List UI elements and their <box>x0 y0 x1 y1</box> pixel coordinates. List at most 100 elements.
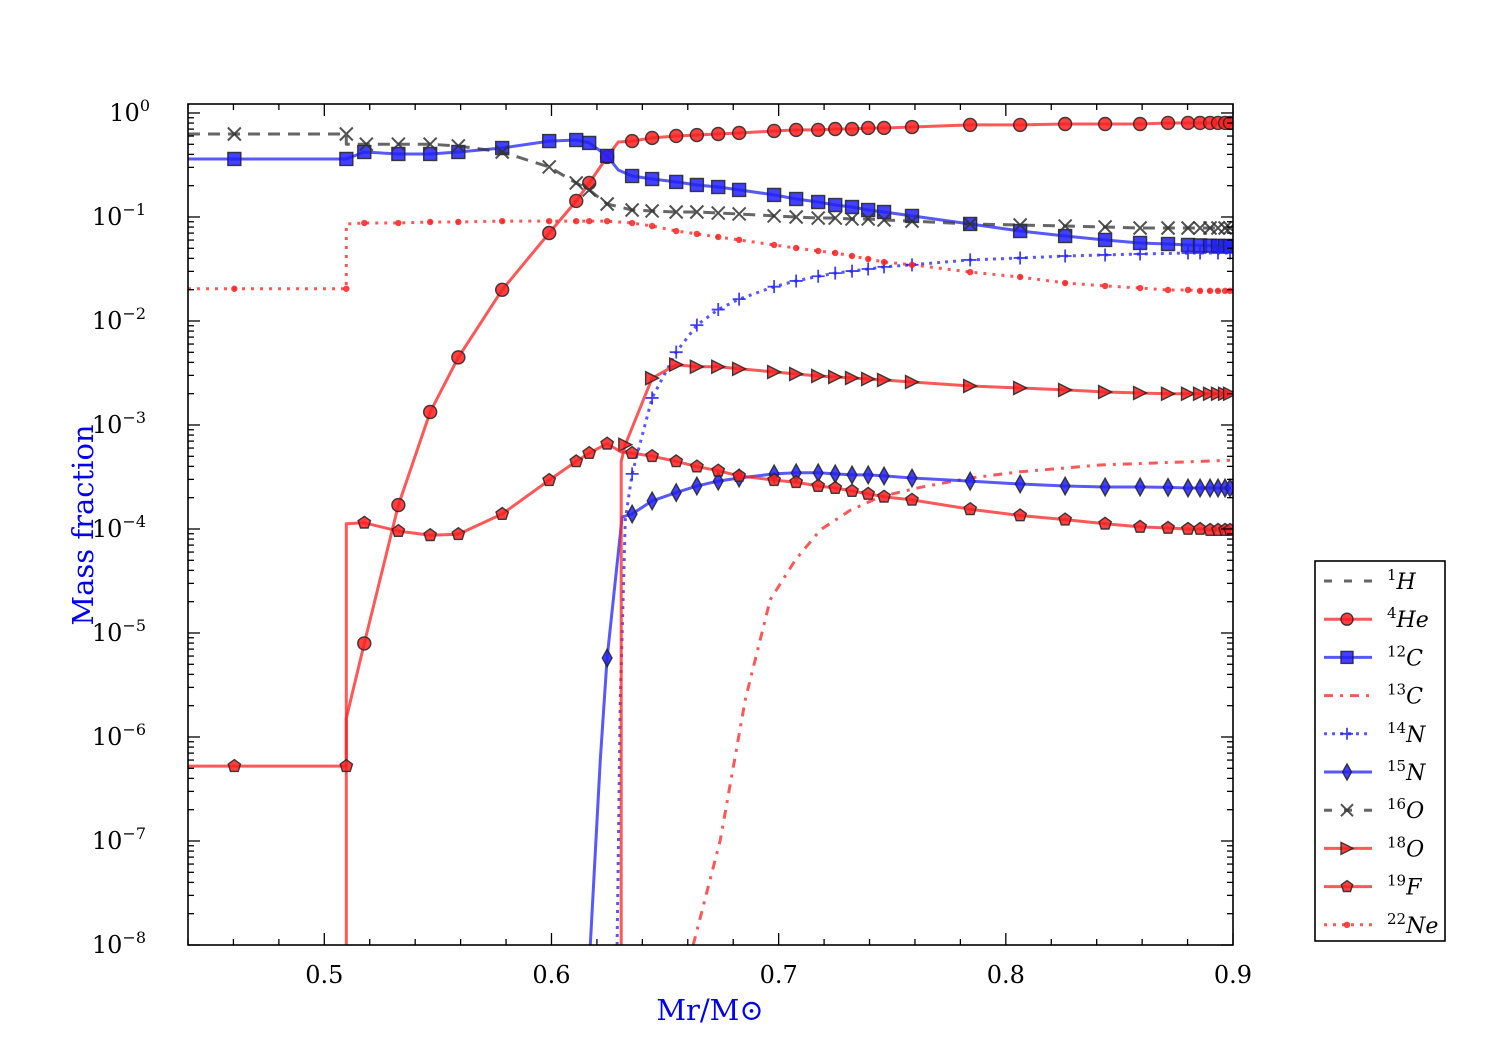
triangle-marker <box>618 437 634 453</box>
triangle-marker <box>1132 385 1149 401</box>
dot-marker <box>1184 286 1192 294</box>
circle-marker <box>1057 116 1073 132</box>
circle-marker <box>494 282 510 297</box>
dot-marker <box>231 285 238 292</box>
circle-marker <box>828 121 843 137</box>
tick-exponent: −3 <box>122 408 146 427</box>
diamond-marker <box>1134 476 1146 498</box>
y-tick-label: 10−1 <box>92 200 146 231</box>
plus-marker <box>811 269 825 283</box>
dot-marker <box>792 244 800 252</box>
diamond-marker <box>1194 477 1206 499</box>
x-marker <box>860 211 876 227</box>
series-line <box>619 363 1230 945</box>
axis-ticks: 0.5 0.6 0.7 0.8 0.910010−110−210−310−410−510… <box>92 96 1252 989</box>
dot-marker <box>361 219 368 227</box>
y-tick-label: 100 <box>109 96 150 127</box>
pentagon-marker <box>1160 520 1176 534</box>
tick-base: 10 <box>92 307 123 335</box>
dot-marker <box>1061 279 1069 287</box>
square-marker <box>339 151 354 167</box>
diamond-marker <box>846 464 858 486</box>
dot-marker <box>1206 287 1214 295</box>
dot-marker <box>832 249 839 257</box>
legend-label: 12C <box>1387 642 1423 671</box>
legend-label: 18O <box>1387 833 1424 862</box>
legend-element: N <box>1405 723 1426 748</box>
triangle-marker <box>1057 382 1074 398</box>
diamond-marker <box>691 475 703 497</box>
triangle-marker <box>1012 380 1029 396</box>
pentagon-marker <box>645 448 660 463</box>
x-marker <box>1210 220 1226 236</box>
x-marker <box>569 175 584 191</box>
x-marker <box>227 126 242 142</box>
x-tick-label: 0.7 <box>760 961 798 989</box>
square-marker <box>1057 228 1073 244</box>
plus-marker <box>711 303 725 317</box>
x-marker <box>581 182 597 198</box>
x-marker <box>689 204 705 220</box>
y-tick-label: 10−4 <box>92 512 146 543</box>
circle-marker <box>766 123 782 139</box>
diamond-marker <box>646 490 658 512</box>
square-marker <box>810 194 826 210</box>
dot-marker <box>585 217 593 225</box>
dot-marker <box>603 217 611 225</box>
legend-label: 14N <box>1387 719 1426 748</box>
dot-marker <box>770 241 778 249</box>
legend-mass-number: 14 <box>1387 719 1406 737</box>
tick-base: 10 <box>92 723 123 751</box>
series-16O <box>188 126 1233 236</box>
triangle-marker <box>668 357 685 373</box>
tick-exponent: −5 <box>122 616 146 635</box>
plus-marker <box>669 345 683 359</box>
series-line <box>588 471 1230 945</box>
legend-item-1H: 1H <box>1324 566 1417 595</box>
x-marker <box>844 211 860 227</box>
tick-exponent: −7 <box>122 824 146 843</box>
triangle-marker <box>766 364 783 380</box>
legend-label: 15N <box>1387 757 1426 786</box>
dot-marker <box>628 219 636 227</box>
pentagon-marker <box>227 758 242 773</box>
x-marker <box>359 136 374 152</box>
dot-marker <box>455 218 462 226</box>
circle-marker <box>876 120 892 136</box>
circle-marker <box>644 130 660 146</box>
square-marker <box>711 179 726 195</box>
tick-base: 10 <box>92 619 123 647</box>
x-marker <box>1132 220 1148 236</box>
series-line <box>615 251 1230 945</box>
triangle-marker <box>731 361 748 377</box>
pentagon-marker <box>542 472 557 487</box>
diamond-marker <box>670 482 682 503</box>
legend-element: He <box>1396 608 1429 633</box>
triangle-marker <box>962 378 979 394</box>
diamond-marker <box>1182 477 1194 499</box>
tick-base: 10 <box>92 515 123 543</box>
legend-mass-number: 19 <box>1387 872 1406 890</box>
x-marker <box>541 159 557 175</box>
square-marker <box>788 191 804 207</box>
x-tick-label: 0.5 <box>305 961 343 989</box>
circle-marker <box>731 125 747 141</box>
circle-marker <box>422 404 438 420</box>
dot-marker <box>1136 284 1144 292</box>
circle-marker <box>581 175 597 191</box>
series-line <box>188 219 1230 293</box>
x-marker <box>668 204 684 220</box>
triangle-marker <box>810 368 827 384</box>
square-marker <box>876 204 892 220</box>
dot-marker <box>693 230 701 238</box>
dot-marker <box>1214 287 1222 295</box>
diamond-marker <box>862 464 874 486</box>
series-14N <box>615 246 1233 945</box>
dot-marker <box>814 247 822 255</box>
dot-marker <box>848 252 856 260</box>
pentagon-marker <box>391 523 406 537</box>
series-line <box>188 442 1230 768</box>
dot-marker <box>1016 273 1024 281</box>
square-marker <box>391 146 406 162</box>
